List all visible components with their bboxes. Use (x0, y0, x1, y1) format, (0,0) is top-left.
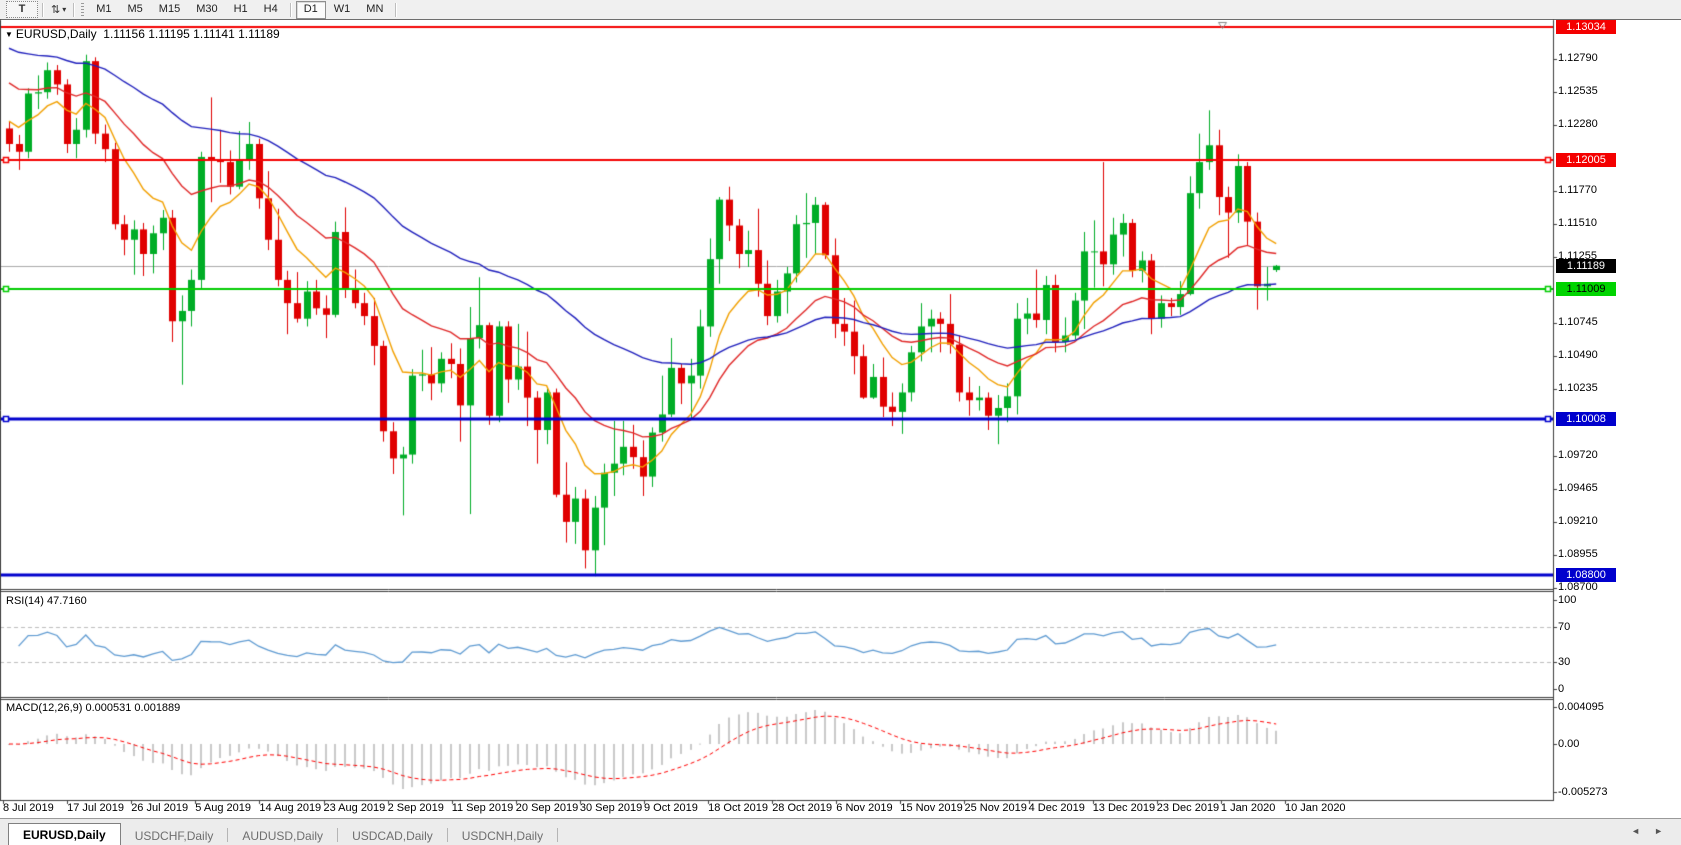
date-label: 6 Nov 2019 (836, 802, 893, 814)
price-badge: 1.08800 (1556, 568, 1616, 582)
date-label: 20 Sep 2019 (515, 802, 579, 814)
chart-tab-usdchf[interactable]: USDCHF,Daily (134, 829, 214, 843)
date-label: 30 Sep 2019 (579, 802, 643, 814)
price-tick-label: 1.11770 (1558, 183, 1597, 196)
date-label: 11 Sep 2019 (451, 802, 514, 814)
price-tick-label: 1.12535 (1558, 84, 1598, 97)
date-label: 17 Jul 2019 (67, 802, 124, 814)
macd-tick-label: 0.004095 (1558, 701, 1604, 713)
date-label: 23 Aug 2019 (323, 802, 386, 814)
date-label: 10 Jan 2020 (1285, 802, 1346, 814)
chart-tab-eurusd[interactable]: EURUSD,Daily (8, 823, 121, 845)
price-tick-label: 1.12790 (1558, 51, 1598, 64)
tab-scroll-right-icon[interactable]: ► (1654, 826, 1663, 836)
symbol-ohlc-values: 1.11156 1.11195 1.11141 1.11189 (103, 27, 280, 41)
price-tick-label: 1.09720 (1558, 448, 1598, 461)
symbol-name: EURUSD,Daily (15, 27, 97, 41)
date-label: 4 Dec 2019 (1028, 802, 1085, 814)
price-badge: 1.11009 (1556, 282, 1616, 296)
rsi-tick-label: 70 (1558, 620, 1571, 633)
price-tick-label: 1.10235 (1558, 382, 1598, 395)
date-label: 5 Aug 2019 (195, 802, 251, 814)
tab-separator (557, 828, 559, 842)
date-label: 26 Jul 2019 (131, 802, 189, 814)
rsi-tick-label: 0 (1558, 683, 1565, 695)
chart-tab-audusd[interactable]: AUDUSD,Daily (242, 829, 324, 843)
price-tick-label: 1.10490 (1558, 349, 1598, 362)
tab-separator (337, 828, 339, 842)
price-tick-label: 1.08955 (1558, 547, 1598, 560)
date-label: 9 Oct 2019 (644, 802, 698, 814)
date-label: 23 Dec 2019 (1156, 802, 1220, 814)
price-badge: 1.11189 (1556, 259, 1616, 273)
chart-tab-bar: EURUSD,Daily USDCHF,Daily AUDUSD,Daily USDC… (0, 818, 1681, 845)
chart-tab-usdcnh[interactable]: USDCNH,Daily (461, 829, 544, 843)
date-label: 28 Oct 2019 (772, 802, 833, 814)
date-label: 8 Jul 2019 (3, 802, 54, 814)
date-label: 18 Oct 2019 (708, 802, 769, 814)
price-badge: 1.13034 (1556, 20, 1616, 34)
tab-separator (446, 828, 448, 842)
macd-tick-label: 0.00 (1558, 738, 1580, 751)
price-tick-label: 1.09210 (1558, 514, 1598, 527)
rsi-tick-label: 100 (1558, 594, 1577, 606)
macd-indicator-label: MACD(12,26,9) 0.000531 0.001889 (6, 702, 181, 714)
date-label: 1 Jan 2020 (1220, 802, 1276, 814)
date-label: 14 Aug 2019 (259, 802, 322, 814)
date-label: 15 Nov 2019 (900, 802, 963, 814)
macd-tick-label: -0.005273 (1558, 785, 1608, 798)
date-label: 2 Sep 2019 (387, 802, 444, 814)
tab-scroll-buttons: ◄ ► (1631, 826, 1663, 836)
price-tick-label: 1.11510 (1558, 217, 1597, 230)
collapse-triangle-icon[interactable]: ▼ (5, 30, 13, 39)
price-tick-label: 1.12280 (1558, 117, 1598, 130)
tab-scroll-left-icon[interactable]: ◄ (1631, 826, 1641, 836)
rsi-tick-label: 30 (1558, 656, 1571, 669)
tab-separator (227, 828, 229, 842)
price-badge: 1.12005 (1556, 153, 1616, 167)
price-tick-label: 1.10745 (1558, 316, 1598, 329)
chart-symbol-header: ▼ EURUSD,Daily 1.11156 1.11195 1.11141 1.… (5, 27, 280, 41)
price-tick-label: 1.08700 (1558, 580, 1598, 593)
chart-tab-usdcad[interactable]: USDCAD,Daily (352, 829, 433, 843)
date-label: 13 Dec 2019 (1092, 802, 1156, 814)
date-label: 25 Nov 2019 (964, 802, 1027, 814)
price-badge: 1.10008 (1556, 412, 1616, 426)
price-tick-label: 1.09465 (1558, 481, 1598, 494)
rsi-indicator-label: RSI(14) 47.7160 (6, 595, 87, 607)
